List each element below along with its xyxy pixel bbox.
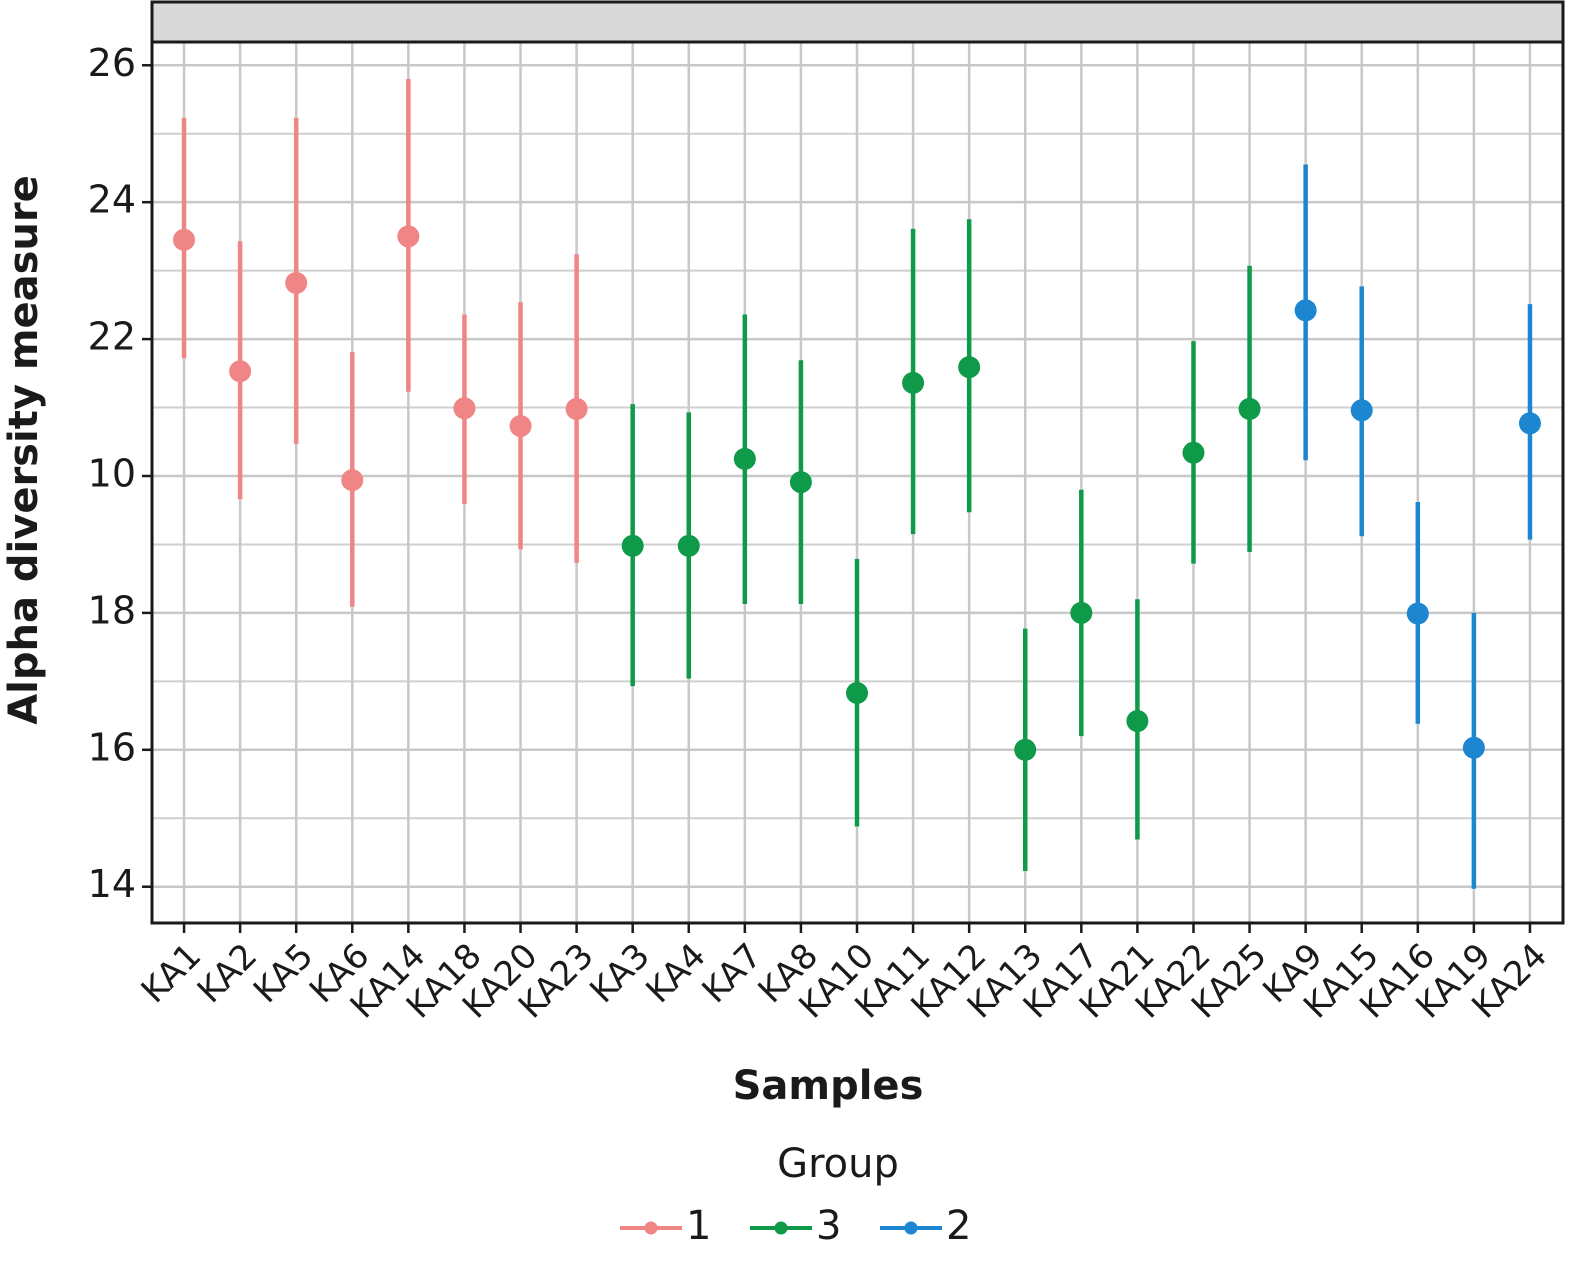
point: [397, 225, 420, 248]
legend-label: 1: [686, 1203, 711, 1249]
legend-title: Group: [777, 1141, 899, 1187]
x-tick-label: KA4: [638, 936, 713, 1011]
point: [789, 471, 812, 494]
y-tick-label: 10: [88, 451, 136, 495]
y-tick-label: 16: [88, 725, 136, 769]
point: [733, 447, 756, 470]
point: [1294, 299, 1317, 322]
facet-strip: [150, 0, 1565, 44]
x-axis-title: Samples: [733, 1063, 924, 1109]
point: [902, 371, 925, 394]
y-tick-label: 14: [88, 862, 136, 906]
legend-label: 3: [816, 1203, 841, 1249]
plot-border: [150, 40, 1565, 925]
y-tick-label: 18: [88, 588, 136, 632]
point: [1518, 412, 1541, 435]
y-axis-title: Alpha diversity measure: [1, 175, 47, 725]
point: [621, 534, 644, 557]
point: [1462, 736, 1485, 759]
x-tick-label: KA2: [190, 936, 265, 1011]
legend-point: [774, 1221, 788, 1235]
point: [1182, 441, 1205, 464]
point: [1350, 399, 1373, 422]
point: [677, 534, 700, 557]
x-tick-label: KA1: [134, 936, 209, 1011]
legend-point: [644, 1221, 658, 1235]
y-tick-label: 22: [88, 315, 136, 359]
point: [1126, 710, 1149, 733]
point: [958, 356, 981, 379]
point: [1070, 601, 1093, 624]
legend-point: [904, 1221, 918, 1235]
point: [229, 360, 252, 383]
point: [341, 469, 364, 492]
point: [846, 681, 868, 704]
point: [173, 228, 196, 251]
y-tick-label: 24: [88, 178, 136, 222]
point: [1238, 397, 1261, 420]
y-tick-label: 26: [88, 41, 136, 85]
x-tick-label: KA5: [246, 936, 321, 1011]
x-tick-label: KA7: [695, 936, 770, 1011]
point: [509, 415, 532, 438]
x-tick-label: KA3: [582, 936, 657, 1011]
point: [1014, 738, 1037, 761]
point: [453, 397, 476, 420]
point: [285, 271, 308, 294]
point: [1406, 602, 1429, 625]
point: [565, 397, 588, 420]
legend-label: 2: [946, 1203, 971, 1249]
